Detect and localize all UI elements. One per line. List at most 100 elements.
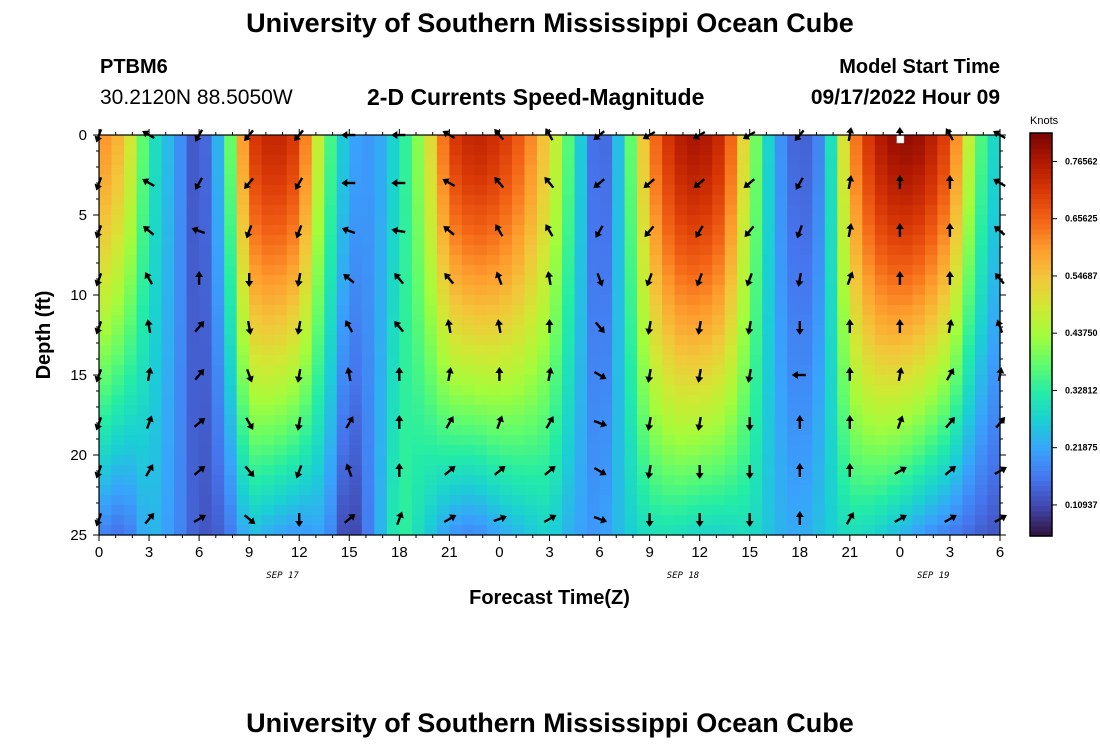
heatmap-cell	[837, 215, 851, 226]
heatmap-cell	[174, 265, 188, 276]
heatmap-cell	[937, 225, 951, 236]
heatmap-cell	[274, 375, 288, 386]
current-vector	[444, 465, 456, 476]
heatmap-cell	[499, 345, 513, 356]
heatmap-cell	[411, 315, 425, 326]
heatmap-cell	[111, 165, 125, 176]
heatmap-cell	[937, 445, 951, 456]
heatmap-cell	[136, 205, 150, 216]
heatmap-cell	[987, 485, 1001, 496]
heatmap-cell	[912, 305, 926, 316]
x-tick-label: 9	[245, 544, 253, 561]
heatmap-cell	[787, 345, 801, 356]
heatmap-cell	[637, 335, 651, 346]
heatmap-cell	[336, 445, 350, 456]
heatmap-cell	[749, 235, 763, 246]
heatmap-cell	[236, 245, 250, 256]
heatmap-cell	[524, 405, 538, 416]
heatmap-cell	[624, 525, 638, 536]
heatmap-cell	[486, 315, 501, 326]
heatmap-cell	[411, 425, 425, 436]
heatmap-cell	[874, 455, 888, 466]
colorbar-segment	[1030, 525, 1052, 532]
heatmap-cell	[311, 185, 325, 196]
heatmap-cell	[762, 255, 776, 266]
heatmap-cell	[724, 355, 738, 366]
heatmap-cell	[874, 505, 888, 516]
heatmap-cell	[712, 345, 726, 356]
heatmap-cell	[624, 145, 638, 156]
heatmap-cell	[461, 225, 476, 236]
heatmap-cell	[687, 405, 701, 416]
heatmap-cell	[649, 495, 663, 506]
heatmap-cell	[211, 305, 225, 316]
heatmap-cell	[749, 305, 763, 316]
heatmap-cell	[186, 335, 200, 346]
heatmap-cell	[224, 145, 238, 156]
heatmap-cell	[349, 315, 363, 326]
heatmap-cell	[974, 215, 989, 226]
heatmap-cell	[411, 275, 425, 286]
heatmap-cell	[311, 255, 325, 266]
heatmap-cell	[199, 165, 213, 176]
heatmap-cell	[674, 525, 688, 536]
heatmap-cell	[762, 245, 776, 256]
heatmap-cell	[899, 285, 913, 296]
heatmap-cell	[211, 425, 225, 436]
heatmap-cell	[924, 405, 939, 416]
heatmap-cell	[224, 245, 238, 256]
heatmap-cell	[562, 355, 576, 366]
heatmap-cell	[674, 195, 688, 206]
current-vector	[294, 416, 303, 431]
heatmap-cell	[174, 385, 188, 396]
heatmap-cell	[962, 515, 976, 526]
heatmap-cell	[511, 185, 526, 196]
heatmap-cell	[987, 355, 1001, 366]
heatmap-cell	[674, 495, 688, 506]
heatmap-cell	[949, 225, 964, 236]
heatmap-cell	[486, 325, 501, 336]
heatmap-cell	[699, 185, 713, 196]
heatmap-cell	[286, 295, 300, 306]
heatmap-cell	[336, 335, 350, 346]
heatmap-cell	[274, 395, 288, 406]
heatmap-cell	[737, 365, 751, 376]
colorbar-tick-label: 0.65625	[1065, 214, 1098, 224]
heatmap-cell	[99, 415, 113, 426]
heatmap-cell	[461, 275, 476, 286]
heatmap-cell	[562, 475, 576, 486]
heatmap-cell	[737, 225, 751, 236]
heatmap-cell	[299, 425, 313, 436]
heatmap-cell	[912, 455, 926, 466]
heatmap-cell	[399, 295, 413, 306]
heatmap-cell	[324, 275, 338, 286]
heatmap-cell	[224, 345, 238, 356]
heatmap-cell	[874, 405, 888, 416]
heatmap-cell	[349, 345, 363, 356]
heatmap-cell	[874, 205, 888, 216]
heatmap-cell	[286, 435, 300, 446]
heatmap-cell	[286, 425, 300, 436]
heatmap-cell	[349, 305, 363, 316]
heatmap-cell	[624, 485, 638, 496]
heatmap-cell	[299, 315, 313, 326]
heatmap-cell	[949, 475, 964, 486]
heatmap-cell	[949, 425, 964, 436]
heatmap-cell	[587, 495, 601, 506]
heatmap-cell	[699, 355, 713, 366]
heatmap-cell	[824, 315, 838, 326]
heatmap-cell	[987, 205, 1001, 216]
heatmap-cell	[524, 255, 538, 266]
heatmap-cell	[899, 385, 913, 396]
heatmap-cell	[649, 455, 663, 466]
heatmap-cell	[211, 465, 225, 476]
heatmap-cell	[499, 435, 513, 446]
heatmap-cell	[637, 235, 651, 246]
heatmap-cell	[674, 485, 688, 496]
current-vector	[795, 177, 804, 190]
heatmap-cell	[99, 325, 113, 336]
heatmap-cell	[261, 365, 275, 376]
heatmap-cell	[499, 155, 513, 166]
heatmap-cell	[599, 505, 613, 516]
heatmap-cell	[649, 155, 663, 166]
